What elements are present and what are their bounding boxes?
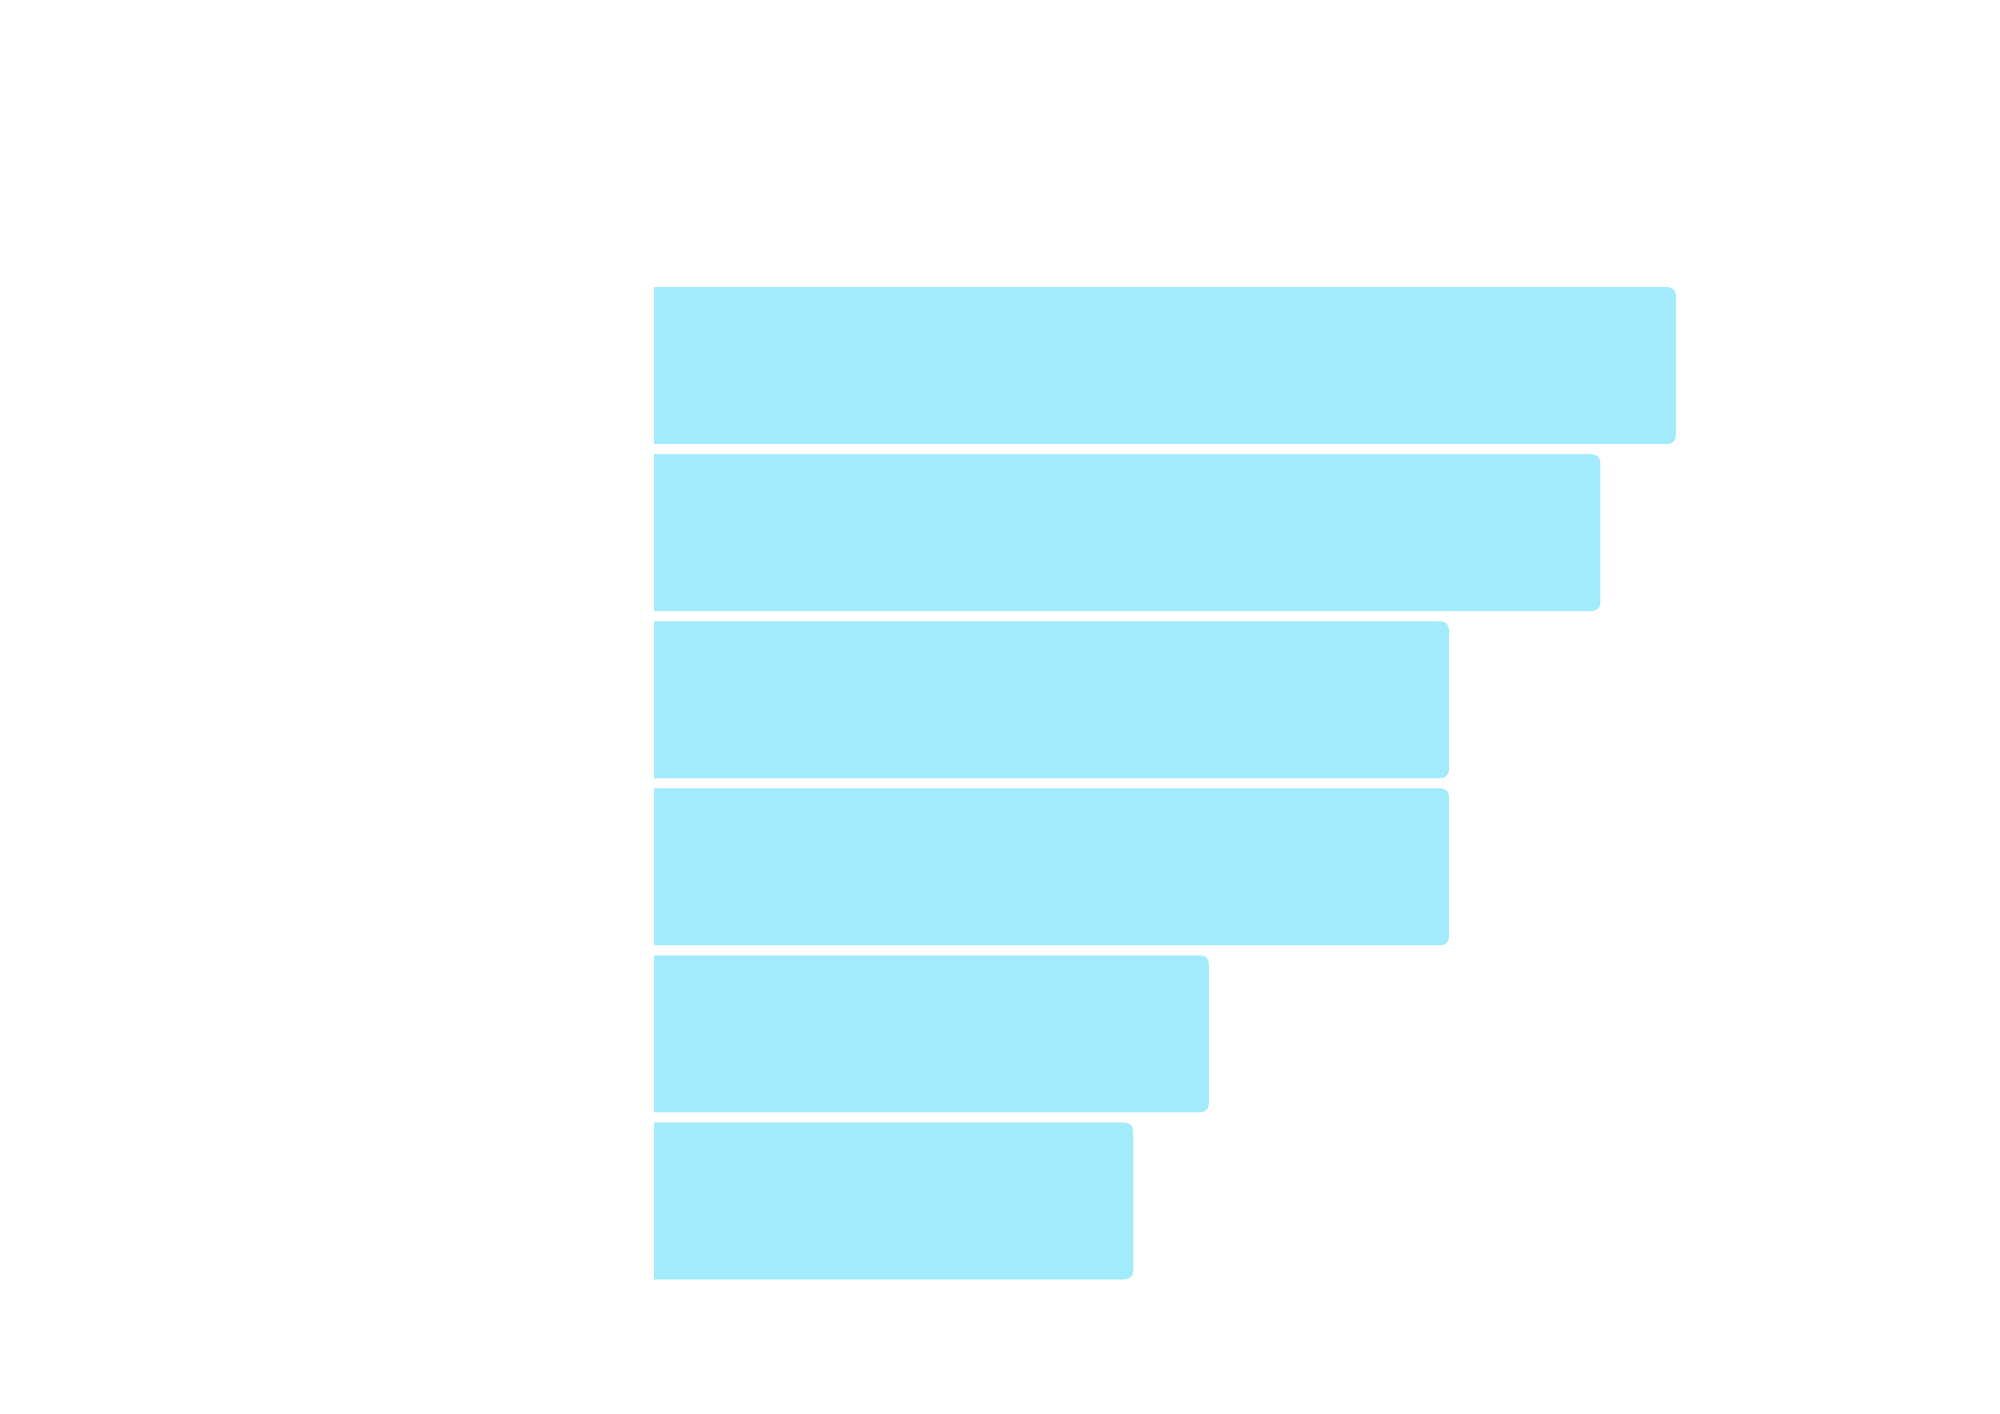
bar xyxy=(654,788,1450,946)
bar xyxy=(654,621,1450,779)
bar xyxy=(654,287,1676,444)
bar xyxy=(654,955,1209,1113)
bar xyxy=(654,454,1601,612)
bar xyxy=(654,1122,1134,1280)
